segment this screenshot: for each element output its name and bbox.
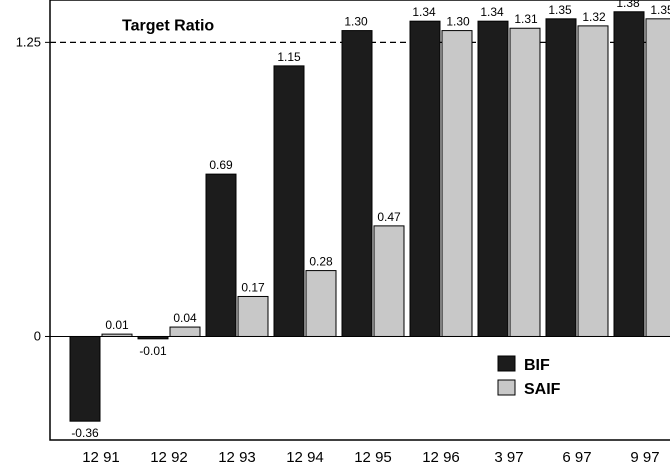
bar-saif-7 <box>577 25 609 337</box>
data-label-saif-8: 1.35 <box>650 3 670 17</box>
bar-saif-5 <box>441 30 473 337</box>
x-tick-label-8: 9 97 <box>630 449 659 465</box>
legend-label-saif: SAIF <box>524 381 561 398</box>
x-tick-label-7: 6 97 <box>562 449 591 465</box>
target-ratio-label: Target Ratio <box>122 17 214 34</box>
bar-bif-0 <box>69 335 101 422</box>
bar-bif-5 <box>409 20 441 337</box>
x-tick-label-3: 12 94 <box>286 449 324 465</box>
bar-saif-2 <box>237 295 269 337</box>
bar-saif-4 <box>373 225 405 337</box>
x-tick-label-0: 12 91 <box>82 449 120 465</box>
plot-frame <box>49 0 670 441</box>
bar-saif-0 <box>101 333 133 337</box>
bar-bif-3 <box>273 65 305 337</box>
data-label-saif-7: 1.32 <box>582 10 606 24</box>
data-label-saif-0: 0.01 <box>105 318 129 332</box>
data-label-bif-6: 1.34 <box>480 5 504 19</box>
data-label-bif-5: 1.34 <box>412 5 436 19</box>
y-tick-label-0: 0 <box>34 328 41 343</box>
bar-saif-1 <box>169 326 201 337</box>
data-label-saif-1: 0.04 <box>173 311 197 325</box>
x-tick-label-5: 12 96 <box>422 449 460 465</box>
data-label-bif-8: 1.38 <box>616 0 640 10</box>
legend-label-bif: BIF <box>524 357 550 374</box>
y-tick-label-1: 1.25 <box>16 34 41 49</box>
bar-bif-4 <box>341 30 373 337</box>
bar-bif-8 <box>613 11 645 337</box>
data-label-bif-7: 1.35 <box>548 3 572 17</box>
x-tick-label-1: 12 92 <box>150 449 188 465</box>
x-axis: 12 91 12 92 12 93 12 94 12 95 12 96 3 97 6 97 9 … <box>82 449 659 465</box>
bar-bif-2 <box>205 173 237 337</box>
data-label-saif-2: 0.17 <box>241 280 265 294</box>
data-label-saif-4: 0.47 <box>377 210 401 224</box>
data-label-saif-5: 1.30 <box>446 15 470 29</box>
bars: -0.36 0.01 -0.01 0.04 0.69 0.17 1.15 0.28 1.30 0.… <box>69 0 670 440</box>
data-label-saif-6: 1.31 <box>514 12 538 26</box>
data-label-bif-4: 1.30 <box>344 15 368 29</box>
x-tick-label-6: 3 97 <box>494 449 523 465</box>
y-axis: 01.25 <box>16 34 50 343</box>
data-label-bif-0: -0.36 <box>71 426 99 440</box>
x-tick-label-2: 12 93 <box>218 449 256 465</box>
legend: BIF SAIF <box>497 355 561 398</box>
bar-saif-6 <box>509 27 541 337</box>
data-label-bif-1: -0.01 <box>139 344 167 358</box>
bar-saif-8 <box>645 18 670 337</box>
legend-swatch-saif <box>497 379 516 396</box>
x-tick-label-4: 12 95 <box>354 449 392 465</box>
data-label-saif-3: 0.28 <box>309 255 333 269</box>
data-label-bif-2: 0.69 <box>209 158 233 172</box>
legend-swatch-bif <box>497 355 516 372</box>
bar-bif-1 <box>137 335 169 340</box>
bar-bif-7 <box>545 18 577 337</box>
bar-bif-6 <box>477 20 509 337</box>
data-label-bif-3: 1.15 <box>277 50 301 64</box>
bar-saif-3 <box>305 270 337 337</box>
